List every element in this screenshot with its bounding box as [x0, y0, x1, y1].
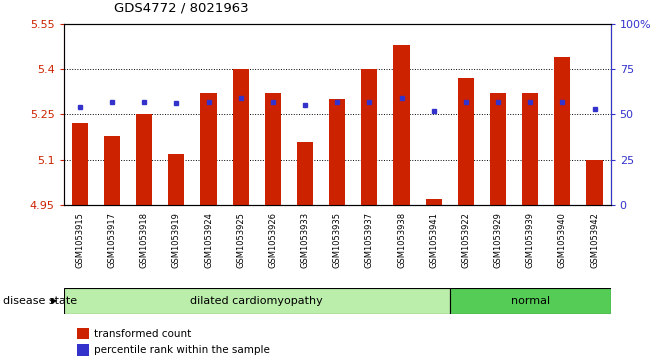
Text: normal: normal: [511, 296, 550, 306]
Text: GSM1053919: GSM1053919: [172, 212, 181, 268]
Text: GSM1053929: GSM1053929: [493, 212, 503, 268]
Bar: [393, 45, 409, 205]
Text: GSM1053937: GSM1053937: [365, 212, 374, 268]
Text: GSM1053917: GSM1053917: [107, 212, 117, 268]
Text: dilated cardiomyopathy: dilated cardiomyopathy: [191, 296, 323, 306]
Bar: [265, 93, 281, 205]
Bar: [522, 93, 538, 205]
Bar: [104, 135, 120, 205]
Bar: [586, 160, 603, 205]
Text: disease state: disease state: [3, 296, 77, 306]
Bar: [329, 99, 345, 205]
Text: GSM1053935: GSM1053935: [333, 212, 342, 268]
Bar: [168, 154, 185, 205]
Bar: [233, 69, 249, 205]
Text: GSM1053938: GSM1053938: [397, 212, 406, 268]
Bar: [297, 142, 313, 205]
Bar: [458, 78, 474, 205]
FancyBboxPatch shape: [450, 288, 611, 314]
Text: GSM1053918: GSM1053918: [140, 212, 149, 268]
Bar: [361, 69, 377, 205]
Text: GSM1053922: GSM1053922: [462, 212, 470, 268]
Bar: [72, 123, 88, 205]
Text: GSM1053941: GSM1053941: [429, 212, 438, 268]
Text: GSM1053940: GSM1053940: [558, 212, 567, 268]
Text: GSM1053939: GSM1053939: [525, 212, 535, 268]
Bar: [425, 199, 442, 205]
Bar: [201, 93, 217, 205]
Bar: [490, 93, 506, 205]
Text: GSM1053933: GSM1053933: [301, 212, 309, 268]
Text: GDS4772 / 8021963: GDS4772 / 8021963: [114, 2, 249, 15]
Text: GSM1053924: GSM1053924: [204, 212, 213, 268]
Text: transformed count: transformed count: [94, 329, 191, 339]
Bar: [554, 57, 570, 205]
Text: percentile rank within the sample: percentile rank within the sample: [94, 345, 270, 355]
Text: GSM1053942: GSM1053942: [590, 212, 599, 268]
Text: ▶: ▶: [50, 297, 57, 305]
Text: GSM1053925: GSM1053925: [236, 212, 245, 268]
FancyBboxPatch shape: [64, 288, 450, 314]
Text: GSM1053926: GSM1053926: [268, 212, 277, 268]
Bar: [136, 114, 152, 205]
Text: GSM1053915: GSM1053915: [75, 212, 85, 268]
